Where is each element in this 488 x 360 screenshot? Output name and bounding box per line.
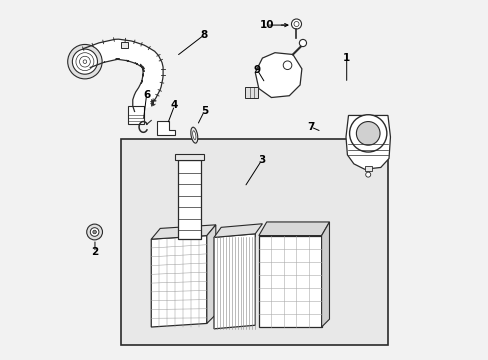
Text: 1: 1 xyxy=(343,53,349,63)
Circle shape xyxy=(299,40,306,46)
Circle shape xyxy=(67,44,102,79)
Circle shape xyxy=(90,228,99,236)
Bar xyxy=(175,154,204,160)
Bar xyxy=(244,87,258,98)
Polygon shape xyxy=(258,235,321,327)
Polygon shape xyxy=(156,121,174,135)
Text: 4: 4 xyxy=(170,100,178,111)
Circle shape xyxy=(356,122,379,145)
Polygon shape xyxy=(83,39,163,112)
Polygon shape xyxy=(255,53,301,98)
Text: 9: 9 xyxy=(253,64,260,75)
Bar xyxy=(364,166,371,171)
Text: 3: 3 xyxy=(258,155,265,165)
Polygon shape xyxy=(206,225,215,323)
Circle shape xyxy=(72,49,97,74)
Text: 8: 8 xyxy=(200,30,207,40)
Polygon shape xyxy=(214,234,255,329)
Circle shape xyxy=(93,230,96,234)
Polygon shape xyxy=(214,224,262,237)
Polygon shape xyxy=(151,235,206,327)
Bar xyxy=(128,106,144,124)
Polygon shape xyxy=(346,116,389,169)
Polygon shape xyxy=(178,160,201,239)
Polygon shape xyxy=(321,222,329,327)
Circle shape xyxy=(365,172,370,177)
Text: 6: 6 xyxy=(142,90,150,100)
Ellipse shape xyxy=(192,131,196,140)
Text: 10: 10 xyxy=(259,20,273,30)
Bar xyxy=(121,139,387,345)
Text: 2: 2 xyxy=(91,247,99,257)
Polygon shape xyxy=(258,222,329,235)
Text: 5: 5 xyxy=(200,106,207,116)
Circle shape xyxy=(86,224,102,240)
Ellipse shape xyxy=(190,127,197,143)
Circle shape xyxy=(349,115,386,152)
Circle shape xyxy=(283,61,291,69)
Text: 7: 7 xyxy=(306,122,314,132)
Bar xyxy=(121,42,128,48)
Polygon shape xyxy=(151,225,215,239)
Circle shape xyxy=(291,19,301,29)
